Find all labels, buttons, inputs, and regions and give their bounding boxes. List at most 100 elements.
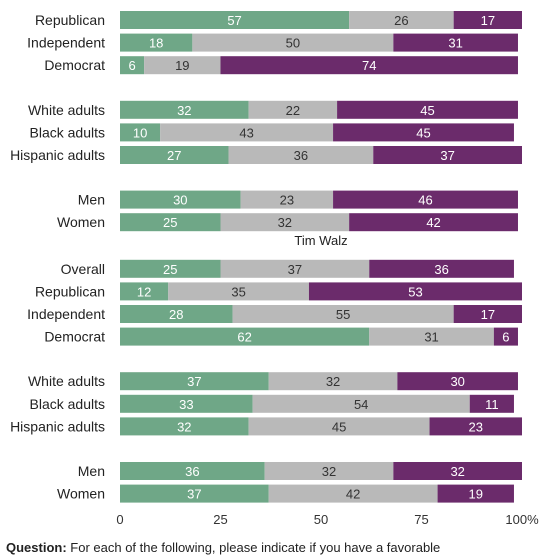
data-label: 35 — [231, 284, 245, 299]
data-label: 55 — [336, 307, 350, 322]
data-label: 37 — [440, 148, 454, 163]
data-label: 6 — [128, 58, 135, 73]
data-label: 6 — [502, 330, 509, 345]
data-label: 36 — [185, 464, 199, 479]
row-label: Democrat — [44, 57, 105, 73]
bar-segment — [220, 213, 350, 232]
bar-segment — [120, 123, 161, 142]
data-label: 42 — [346, 487, 360, 502]
bar-segment — [144, 56, 221, 75]
bar-segment — [268, 372, 398, 391]
bar-segment — [168, 282, 309, 301]
bar-segment — [268, 484, 438, 503]
row-label: Hispanic adults — [10, 147, 105, 163]
data-label: 42 — [426, 215, 440, 230]
bar-segment — [264, 462, 394, 480]
bar-segment — [232, 305, 454, 323]
x-tick-label: 100% — [505, 512, 539, 527]
bar-segment — [120, 462, 265, 480]
bar-segment — [469, 394, 514, 413]
panel-title: Tim Walz — [294, 233, 347, 248]
data-label: 30 — [173, 193, 187, 208]
data-label: 25 — [163, 215, 177, 230]
row-label: Overall — [61, 261, 105, 277]
data-label: 57 — [227, 13, 241, 28]
bar-segment — [333, 190, 518, 209]
bar-segment — [252, 394, 470, 413]
bar-segment — [349, 213, 518, 232]
data-label: 45 — [416, 125, 430, 140]
data-label: 10 — [133, 125, 147, 140]
question-text: For each of the following, please indica… — [66, 540, 441, 555]
bar-segment — [453, 305, 522, 323]
bar-segment — [493, 327, 518, 346]
bar-segment — [120, 11, 350, 29]
data-label: 32 — [177, 419, 191, 434]
bar-segment — [349, 11, 454, 29]
bar-segment — [120, 327, 370, 346]
data-label: 36 — [294, 148, 308, 163]
bar-segment — [240, 190, 334, 209]
bar-segment — [120, 146, 229, 164]
row-label: Republican — [35, 283, 105, 299]
data-label: 19 — [469, 487, 483, 502]
data-label: 23 — [280, 193, 294, 208]
row-label: Women — [57, 486, 105, 502]
row-label: Independent — [27, 35, 105, 51]
row-label: Women — [57, 214, 105, 230]
row-label: Democrat — [44, 329, 105, 345]
bar-segment — [120, 394, 253, 413]
data-label: 32 — [177, 103, 191, 118]
data-label: 45 — [420, 103, 434, 118]
data-label: 32 — [450, 464, 464, 479]
bar-segment — [120, 213, 221, 232]
data-label: 23 — [469, 419, 483, 434]
bar-segment — [337, 100, 518, 119]
data-label: 18 — [149, 36, 163, 51]
bar-segment — [373, 146, 522, 164]
data-label: 43 — [239, 125, 253, 140]
bar-segment — [120, 372, 269, 391]
data-label: 17 — [481, 13, 495, 28]
bar-segment — [160, 123, 334, 142]
row-label: Republican — [35, 12, 105, 28]
data-label: 33 — [179, 397, 193, 412]
bar-segment — [120, 259, 221, 278]
question-footnote: Question: For each of the following, ple… — [6, 540, 550, 555]
bar-segment — [228, 146, 374, 164]
data-label: 32 — [278, 215, 292, 230]
data-label: 32 — [322, 464, 336, 479]
data-label: 12 — [137, 284, 151, 299]
bar-segment — [308, 282, 522, 301]
data-label: 45 — [332, 419, 346, 434]
bar-segment — [429, 417, 522, 436]
bar-segment — [120, 33, 193, 52]
bar-segment — [120, 190, 241, 209]
bar-segment — [192, 33, 394, 52]
bar-segment — [369, 327, 494, 346]
bar-segment — [220, 259, 370, 278]
data-label: 37 — [187, 374, 201, 389]
data-label: 36 — [434, 262, 448, 277]
bar-segment — [120, 484, 269, 503]
bar-segment — [120, 56, 145, 75]
bar-segment — [437, 484, 514, 503]
row-label: Black adults — [30, 124, 105, 140]
data-label: 11 — [485, 397, 499, 412]
data-label: 37 — [187, 487, 201, 502]
bar-segment — [393, 462, 522, 480]
row-label: White adults — [28, 102, 105, 118]
bar-segment — [120, 417, 249, 436]
bar-segment — [120, 100, 249, 119]
data-label: 46 — [418, 193, 432, 208]
data-label: 26 — [394, 13, 408, 28]
data-label: 31 — [424, 330, 438, 345]
data-label: 62 — [237, 330, 251, 345]
x-tick-label: 0 — [116, 512, 123, 527]
row-label: Men — [78, 463, 105, 479]
bar-segment — [393, 33, 518, 52]
bar-segment — [397, 372, 518, 391]
data-label: 50 — [286, 36, 300, 51]
bar-segment — [333, 123, 514, 142]
x-tick-label: 50 — [314, 512, 328, 527]
